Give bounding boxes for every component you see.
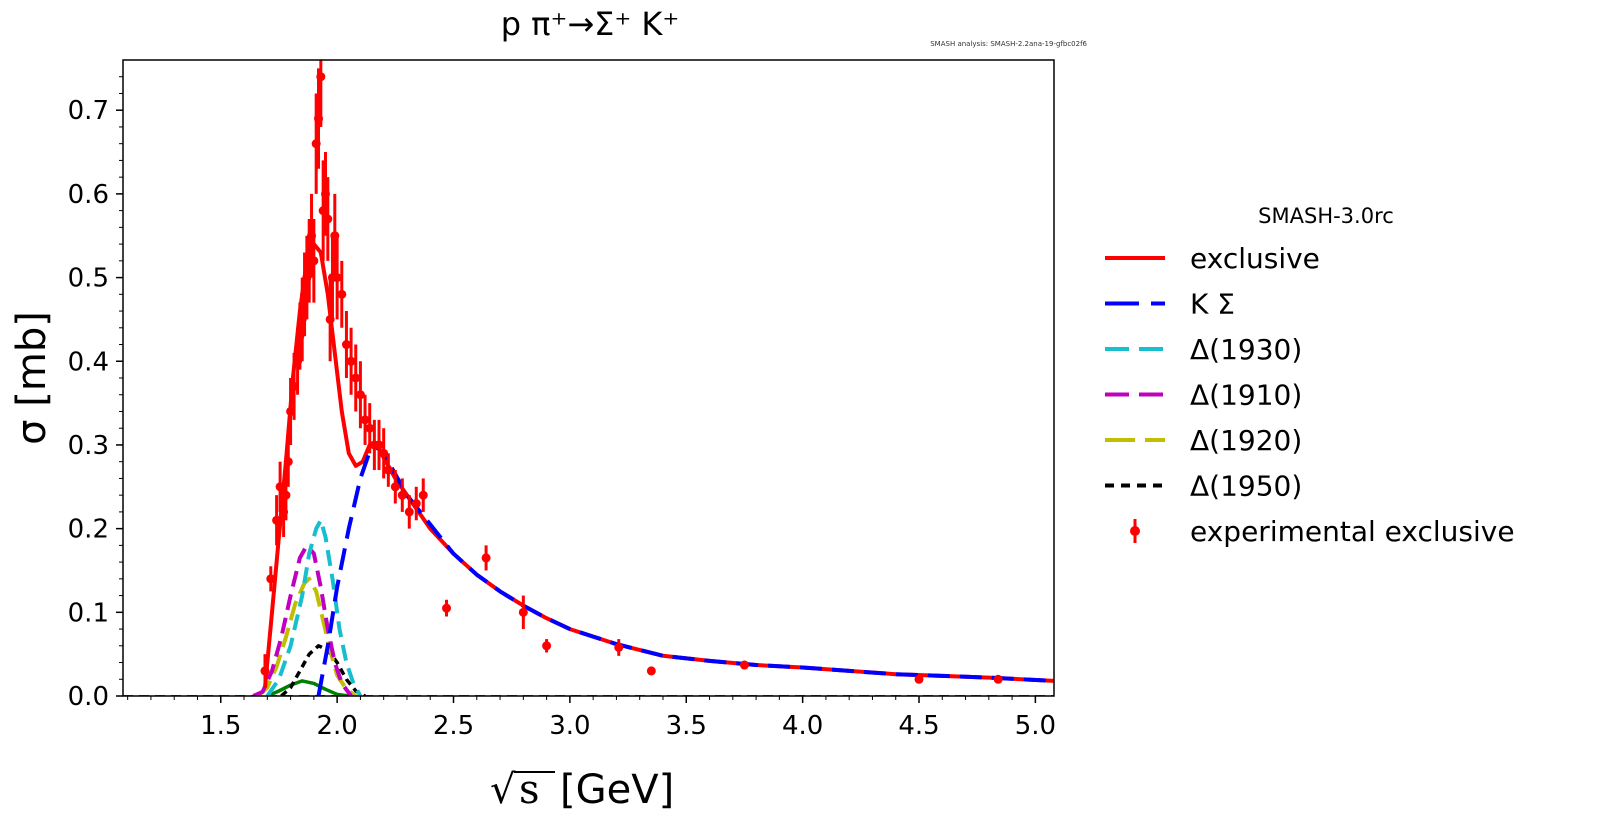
y-axis-label: σ [mb] (9, 311, 55, 445)
legend: SMASH-3.0rc exclusive K Σ Δ(1930) Δ(1910) Δ(… (1105, 204, 1515, 548)
data-point (914, 674, 924, 684)
svg-text:√: √ (490, 767, 516, 813)
data-point (283, 457, 293, 467)
x-tick-label: 4.0 (782, 711, 823, 741)
legend-title: SMASH-3.0rc (1258, 204, 1394, 228)
data-point (346, 356, 356, 366)
legend-entry-delta-1950-label: Δ(1950) (1190, 470, 1302, 503)
data-point (646, 666, 656, 676)
x-axis-label: √ s [GeV] (490, 767, 674, 813)
data-point (309, 256, 319, 266)
legend-entry-experimental-exclusive-marker-dot (1130, 526, 1140, 536)
x-axis-label-unit: [GeV] (560, 767, 674, 813)
series-line-delta-1910 (252, 543, 353, 696)
y-tick-label: 0.5 (68, 264, 109, 294)
data-point (397, 490, 407, 500)
plot-frame (122, 59, 1055, 697)
data-point (337, 289, 347, 299)
data-point (266, 574, 276, 584)
data-point (379, 448, 389, 458)
y-tick-label: 0.4 (68, 347, 109, 377)
legend-entry-delta-1910-label: Δ(1910) (1190, 379, 1302, 412)
data-point (418, 490, 428, 500)
experimental-points (260, 60, 1003, 688)
legend-entry-exclusive-label: exclusive (1190, 242, 1320, 275)
data-point (260, 666, 270, 676)
x-tick-label: 2.5 (433, 711, 474, 741)
x-tick-label: 2.0 (316, 711, 357, 741)
data-point (390, 482, 400, 492)
chart-title: p π⁺→Σ⁺ K⁺ (501, 5, 680, 43)
x-tick-label: 3.5 (666, 711, 707, 741)
y-tick-label: 0.1 (68, 598, 109, 628)
data-point (316, 72, 326, 82)
series-line-delta-1930 (265, 518, 363, 696)
data-point (404, 507, 414, 517)
x-tick-label: 1.5 (200, 711, 241, 741)
y-tick-label: 0.0 (68, 682, 109, 712)
data-point (739, 660, 749, 670)
series-layer (123, 242, 1054, 696)
data-point (518, 607, 528, 617)
x-tick-label: 3.0 (549, 711, 590, 741)
legend-entry-delta-1920-label: Δ(1920) (1190, 424, 1302, 457)
x-tick-label: 5.0 (1015, 711, 1056, 741)
data-point (332, 273, 342, 283)
x-axis: 1.5 2.0 2.5 3.0 3.5 4.0 4.5 5.0 (127, 696, 1056, 741)
data-point (993, 674, 1003, 684)
data-point (383, 465, 393, 475)
data-point (374, 440, 384, 450)
version-note: SMASH analysis: SMASH-2.2ana-19-gfbc02f6 (930, 40, 1087, 48)
y-tick-label: 0.7 (68, 96, 109, 126)
legend-entry-k-sigma-label: K Σ (1190, 288, 1235, 321)
data-point (355, 390, 365, 400)
data-point (542, 641, 552, 651)
legend-entry-delta-1930-label: Δ(1930) (1190, 333, 1302, 366)
data-point (341, 340, 351, 350)
x-tick-label: 4.5 (898, 711, 939, 741)
data-point (281, 490, 291, 500)
y-tick-label: 0.6 (68, 180, 109, 210)
data-point (272, 515, 282, 525)
y-axis: 0.0 0.1 0.2 0.3 0.4 0.5 0.6 0.7 (68, 76, 123, 712)
series-line-k-sigma (316, 442, 1054, 696)
data-point (411, 499, 421, 509)
series-line-other (266, 679, 350, 696)
data-point (351, 373, 361, 383)
data-point (614, 642, 624, 652)
data-point (481, 553, 491, 563)
data-point (442, 603, 452, 613)
x-axis-label-symbol: s (519, 767, 540, 813)
y-tick-label: 0.2 (68, 515, 109, 545)
data-point (365, 423, 375, 433)
y-tick-label: 0.3 (68, 431, 109, 461)
data-point (360, 415, 370, 425)
data-point (323, 214, 333, 224)
legend-entry-experimental-exclusive-label: experimental exclusive (1190, 515, 1515, 548)
